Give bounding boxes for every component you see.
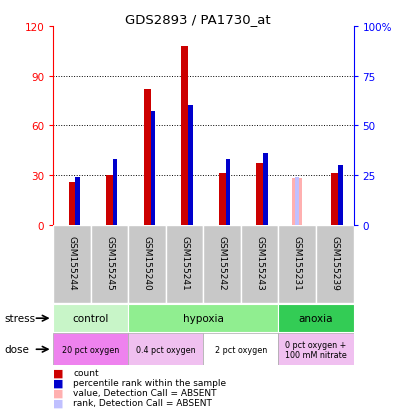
Bar (69, 182, 75, 225)
Text: 2 pct oxygen: 2 pct oxygen (215, 345, 267, 354)
Bar (53, 304, 128, 332)
Bar (150, 112, 155, 225)
Bar (75, 178, 80, 225)
Bar (188, 106, 192, 225)
Text: stress: stress (4, 313, 35, 323)
Bar (219, 174, 226, 225)
Text: percentile rank within the sample: percentile rank within the sample (73, 378, 226, 387)
Bar (338, 166, 342, 225)
Text: GSM155239: GSM155239 (330, 235, 339, 290)
Text: ■: ■ (53, 387, 64, 397)
Text: anoxia: anoxia (299, 313, 333, 323)
Bar (106, 176, 113, 225)
Text: hypoxia: hypoxia (183, 313, 224, 323)
Bar (278, 333, 354, 366)
Text: GSM155241: GSM155241 (180, 235, 189, 290)
Text: ■: ■ (53, 377, 64, 387)
Text: ■: ■ (53, 368, 64, 377)
Bar (53, 333, 128, 366)
Text: GDS2893 / PA1730_at: GDS2893 / PA1730_at (125, 13, 270, 26)
Bar (292, 179, 302, 225)
Bar (226, 160, 230, 225)
Text: rank, Detection Call = ABSENT: rank, Detection Call = ABSENT (73, 398, 212, 407)
Text: count: count (73, 368, 99, 377)
Bar (166, 225, 203, 304)
Bar (181, 47, 188, 225)
Text: control: control (73, 313, 109, 323)
Text: GSM155243: GSM155243 (255, 235, 264, 290)
Bar (241, 225, 278, 304)
Text: value, Detection Call = ABSENT: value, Detection Call = ABSENT (73, 388, 216, 397)
Text: ■: ■ (53, 397, 64, 407)
Text: GSM155240: GSM155240 (143, 235, 152, 290)
Bar (128, 225, 166, 304)
Text: GSM155245: GSM155245 (105, 235, 114, 290)
Text: GSM155242: GSM155242 (218, 235, 227, 290)
Bar (295, 178, 299, 225)
Bar (203, 333, 278, 366)
Bar (144, 90, 150, 225)
Bar (256, 164, 263, 225)
Text: dose: dose (4, 344, 29, 354)
Bar (331, 174, 338, 225)
Bar (278, 304, 354, 332)
Text: 0.4 pct oxygen: 0.4 pct oxygen (136, 345, 196, 354)
Bar (113, 160, 117, 225)
Bar (128, 304, 278, 332)
Text: 20 pct oxygen: 20 pct oxygen (62, 345, 119, 354)
Bar (316, 225, 354, 304)
Bar (278, 225, 316, 304)
Bar (53, 225, 91, 304)
Text: GSM155244: GSM155244 (68, 235, 77, 290)
Bar (128, 333, 203, 366)
Text: 0 pct oxygen +
100 mM nitrate: 0 pct oxygen + 100 mM nitrate (285, 340, 347, 359)
Bar (203, 225, 241, 304)
Bar (91, 225, 128, 304)
Bar (263, 154, 267, 225)
Text: GSM155231: GSM155231 (293, 235, 302, 290)
